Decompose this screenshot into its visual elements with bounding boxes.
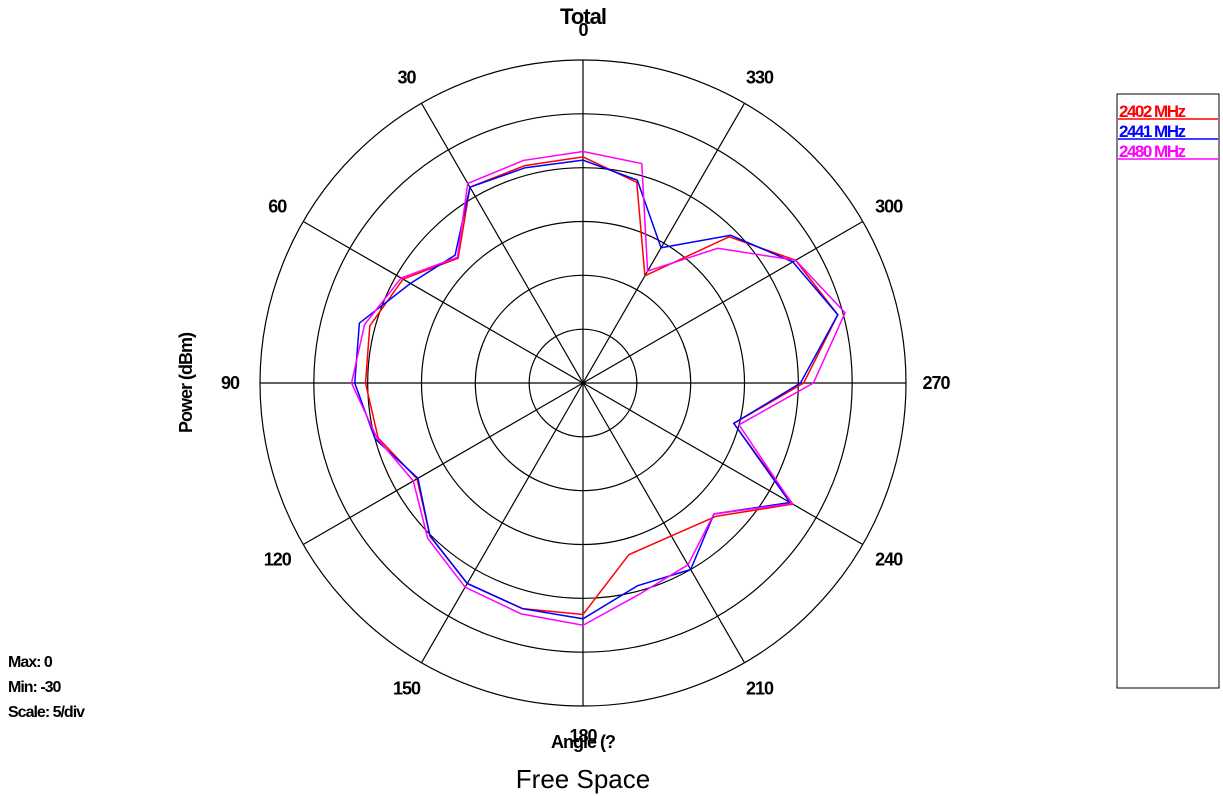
angle-tick-label: 330 [746,67,774,87]
angle-tick-label: 60 [268,197,287,217]
angle-tick-label: 210 [746,679,774,699]
angle-tick-labels: 0 30 60 90 120 150 180 210 240 270 300 330 [221,20,952,746]
legend-entry: 2402 MHz [1119,102,1185,121]
chart-title: Total [560,4,606,29]
chart-subtitle: Free Space [516,764,650,794]
grid-spoke [582,382,746,664]
stat-scale: Scale: 5/div [8,704,85,721]
grid-spoke [582,382,864,546]
grid-spoke [582,220,864,384]
x-axis-label: Angle (? [551,732,615,752]
angle-tick-label: 180 [569,726,597,746]
angle-tick-label: 300 [875,197,903,217]
grid-spoke [302,382,584,546]
polar-grid [259,59,907,707]
angle-tick-label: 120 [264,550,292,570]
grid-spoke [302,220,584,384]
legend-entry: 2441 MHz [1119,122,1185,141]
grid-spoke [420,102,584,384]
legend-entry: 2480 MHz [1119,142,1185,161]
y-axis-label: Power (dBm) [176,332,196,433]
angle-tick-label: 0 [578,20,588,40]
angle-tick-label: 30 [397,67,416,87]
series-line [353,159,839,620]
series-lines [350,150,846,627]
angle-tick-label: 240 [875,550,903,570]
angle-tick-label: 90 [221,373,240,393]
legend-box [1116,93,1220,689]
stat-max: Max: 0 [8,654,53,671]
grid-spoke [420,382,584,664]
grid-spoke [582,102,746,384]
series-line [350,150,846,627]
stat-min: Min: -30 [8,679,62,696]
angle-tick-label: 150 [393,679,421,699]
angle-tick-label: 270 [922,373,950,393]
